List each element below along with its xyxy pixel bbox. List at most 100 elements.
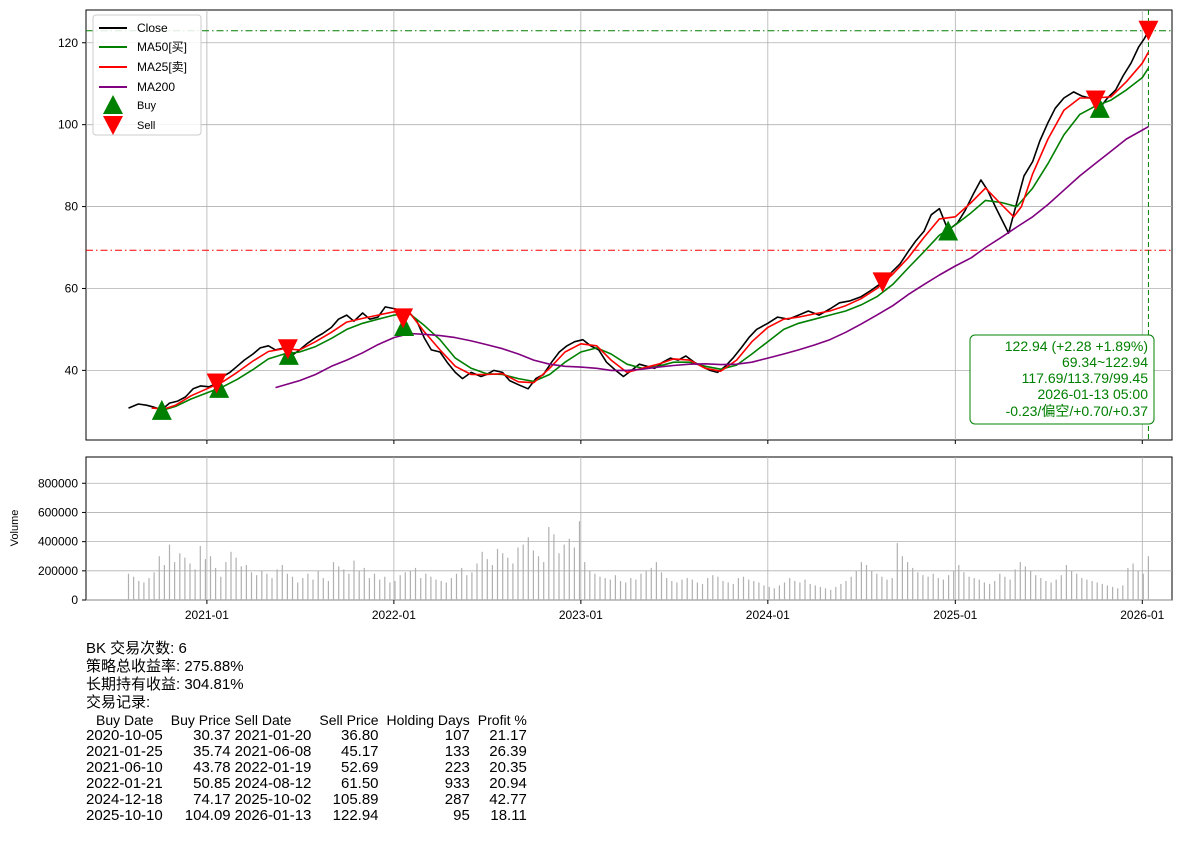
holding-days-cell: 107 [444,727,470,744]
volume-bar [1045,581,1047,600]
holding-days-cell: 223 [444,759,470,776]
volume-y-tick-label: 400000 [38,535,78,549]
volume-bar [430,576,432,600]
volume-bar [276,569,278,600]
volume-bar [153,572,155,600]
volume-bar [414,567,417,600]
volume-bar [794,581,796,600]
volume-bar [512,563,514,600]
header-holding-days: Holding Days [386,712,470,728]
volume-panel: 0 200000 400000 600000 800000 2021-01 2022-01… [9,456,1173,622]
volume-bar [568,538,570,600]
volume-bar [358,570,360,600]
sell-price-cell: 61.50 [340,775,379,792]
volume-bar [578,521,581,600]
volume-bar [307,573,309,600]
volume-bar [194,569,196,600]
volume-bar [133,576,135,600]
series-line-ma200 [275,126,1149,389]
volume-bar [799,582,801,600]
volume-bar [1086,579,1088,600]
volume-x-ticks: 2021-01 2022-01 2023-01 2024-01 2025-01 2026-… [185,600,1165,622]
volume-bar [594,573,596,600]
volume-bar [691,579,693,600]
volume-bar [158,556,160,600]
volume-bar [742,576,745,600]
volume-bar [973,578,975,600]
legend-entry-ma50: MA50[买] [99,40,187,54]
volume-bar [291,576,294,600]
volume-bar [368,578,370,600]
volume-bar [532,550,534,600]
volume-bar [983,582,985,600]
trades-title: 交易记录: [86,694,151,711]
volume-bar [681,579,683,600]
legend-entry-ma25: MA25[卖] [99,60,187,74]
profit-cell: 42.77 [489,791,527,808]
volume-bar [235,557,237,600]
volume-bar [461,567,463,600]
volume-bar [589,570,591,600]
volume-y-tick-label: 200000 [38,564,78,578]
volume-bar [948,575,950,600]
sell-price-cell: 105.89 [332,791,379,808]
volume-bars [127,521,1149,600]
volume-bar [727,582,729,600]
price-legend: Close MA50[买] MA25[卖] MA200 Buy Sell [92,14,202,136]
sell-date-cell: 2021-06-08 [234,743,312,760]
volume-bar [932,573,934,600]
volume-bar [860,562,862,600]
volume-bar [855,570,857,600]
volume-bar [148,578,150,600]
volume-bar [666,578,668,600]
volume-bar [1040,578,1042,600]
buy-date-cell: 2024-12-18 [86,791,163,808]
x-tick-label: 2023-01 [559,608,603,622]
volume-bar [835,586,837,600]
price-y-tick-label: 60 [65,281,79,295]
backtest-summary: BK 交易次数: 6 策略总收益率: 275.88% 长期持有收益: 304.8… [86,640,527,824]
volume-y-ticks: 0 200000 400000 600000 800000 [38,476,86,607]
volume-bar [548,527,550,600]
volume-bar [1035,575,1037,600]
profit-cell: 26.39 [489,743,527,760]
volume-bar [645,570,647,600]
volume-bar [814,585,816,600]
trades-header-row: Buy Date Buy Price Sell Date Sell Price … [86,712,527,728]
volume-bar [1142,573,1144,600]
volume-y-tick-label: 800000 [38,476,78,490]
volume-bar [189,563,191,600]
volume-bar [266,573,268,600]
volume-bar [937,578,939,600]
volume-bar [922,575,924,600]
buy-price-cell: 35.74 [193,743,231,760]
volume-bar [1127,567,1129,600]
volume-bar [804,579,806,600]
volume-axis-label: Volume [9,510,21,547]
volume-bar [871,570,873,600]
volume-bar [199,546,201,600]
holding-days-cell: 95 [453,807,470,824]
volume-bar [445,582,447,600]
buy-date-cell: 2025-10-10 [86,807,163,824]
volume-bar [748,579,750,600]
volume-bar [1019,562,1021,600]
volume-bar [1065,565,1067,600]
buy-price-cell: 104.09 [184,807,231,824]
volume-bar [507,557,509,600]
volume-bar [609,579,611,600]
volume-bar [343,569,345,600]
volume-bar [650,567,652,600]
volume-bar [230,551,232,600]
info-line-signal: -0.23/偏空/+0.70/+0.37 [1006,403,1149,419]
sell-marker [206,373,227,394]
volume-bar [373,573,376,600]
trade-row: 2025-10-10 104.09 2026-01-13 122.94 95 18.11 [86,808,527,824]
header-sell-date: Sell Date [234,712,292,728]
volume-bar [1055,579,1057,600]
volume-bar [399,575,401,600]
sell-date-cell: 2021-01-20 [234,727,312,744]
volume-bar [1137,570,1139,600]
volume-bar [1009,579,1011,600]
buy-date-cell: 2022-01-21 [86,775,163,792]
